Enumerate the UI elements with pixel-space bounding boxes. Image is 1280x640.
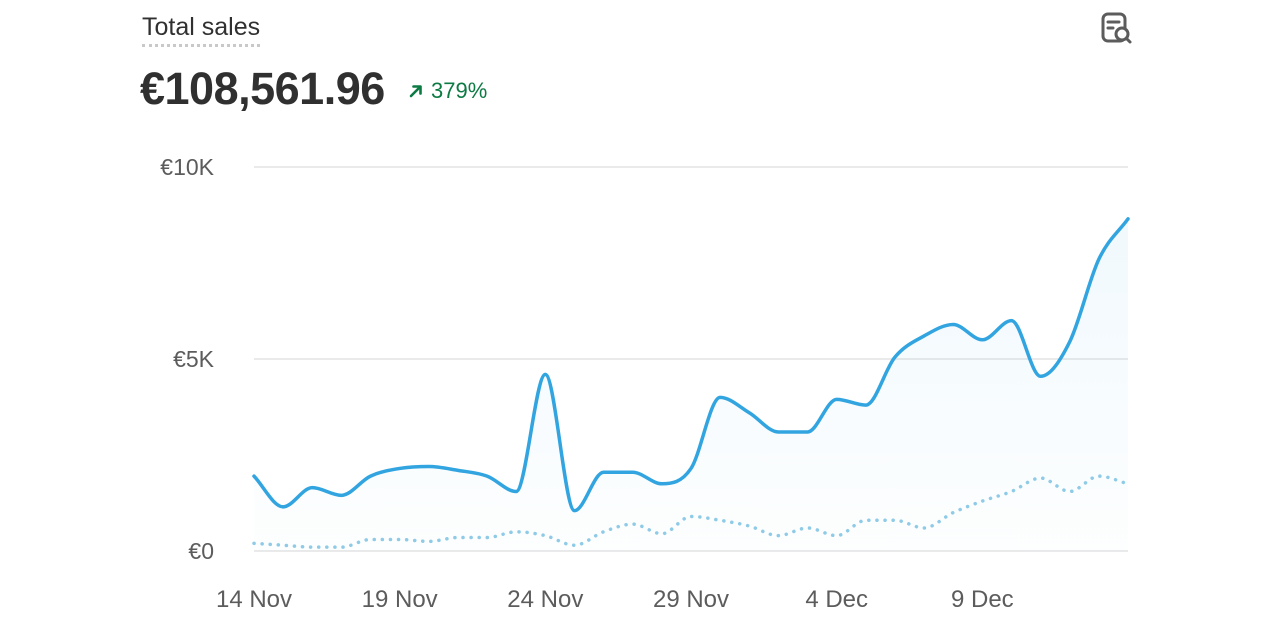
x-tick-label: 24 Nov bbox=[507, 586, 583, 613]
x-tick-label: 29 Nov bbox=[653, 586, 729, 613]
x-tick-label: 9 Dec bbox=[951, 586, 1014, 613]
y-tick-label: €0 bbox=[188, 538, 214, 564]
primary-series-line bbox=[252, 217, 1130, 513]
metric-title[interactable]: Total sales bbox=[142, 12, 261, 47]
primary-area-fill bbox=[254, 218, 1128, 551]
x-tick-label: 14 Nov bbox=[216, 586, 292, 613]
change-indicator: 379% bbox=[408, 76, 487, 106]
total-sales-value: €108,561.96 bbox=[140, 63, 385, 114]
y-tick-label: €5K bbox=[173, 346, 215, 372]
change-percent: 379% bbox=[431, 78, 488, 103]
arrow-up-right-icon bbox=[409, 85, 422, 98]
x-tick-label: 19 Nov bbox=[362, 586, 438, 613]
comparison-series-line bbox=[252, 474, 1130, 549]
y-tick-label: €10K bbox=[160, 154, 214, 180]
x-tick-label: 4 Dec bbox=[805, 586, 868, 613]
report-search-icon[interactable] bbox=[1098, 10, 1134, 46]
